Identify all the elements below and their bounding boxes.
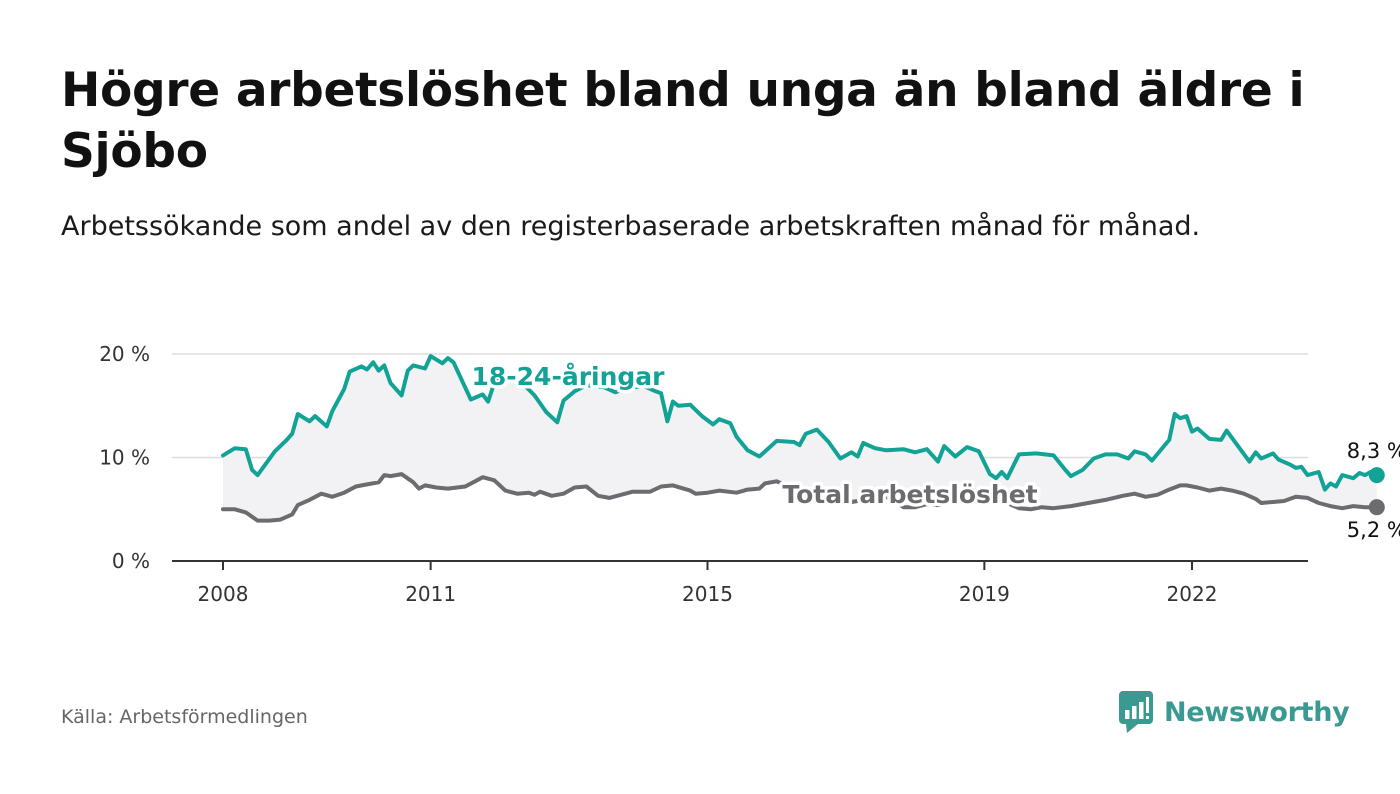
series-line — [221, 472, 1379, 523]
y-tick-label: 20 % — [99, 342, 150, 366]
newsworthy-logo-icon — [1119, 691, 1153, 733]
end-value-label: 8,3 % — [1347, 439, 1400, 463]
newsworthy-logo: Newsworthy — [1118, 690, 1350, 734]
x-tick-label: 2015 — [682, 582, 733, 606]
brand-name: Newsworthy — [1164, 696, 1350, 728]
y-tick-label: 10 % — [99, 446, 150, 470]
x-tick-label: 2022 — [1167, 582, 1218, 606]
series-label-total: Total arbetslöshet — [782, 480, 1037, 509]
series-endpoint — [1368, 467, 1385, 484]
series-label-youth: 18-24-åringar — [472, 362, 666, 391]
y-tick-label: 0 % — [112, 549, 150, 573]
range-band — [223, 356, 1377, 521]
end-value-label: 5,2 % — [1347, 518, 1400, 542]
series-line — [221, 354, 1379, 492]
source-note: Källa: Arbetsförmedlingen — [61, 706, 308, 728]
chart-title: Högre arbetslöshet bland unga än bland ä… — [61, 63, 1305, 179]
series-endpoint — [1368, 499, 1385, 516]
x-tick-label: 2019 — [959, 582, 1010, 606]
chart-subtitle: Arbetssökande som andel av den registerb… — [61, 211, 1201, 242]
x-tick-label: 2011 — [405, 582, 456, 606]
x-tick-label: 2008 — [198, 582, 249, 606]
